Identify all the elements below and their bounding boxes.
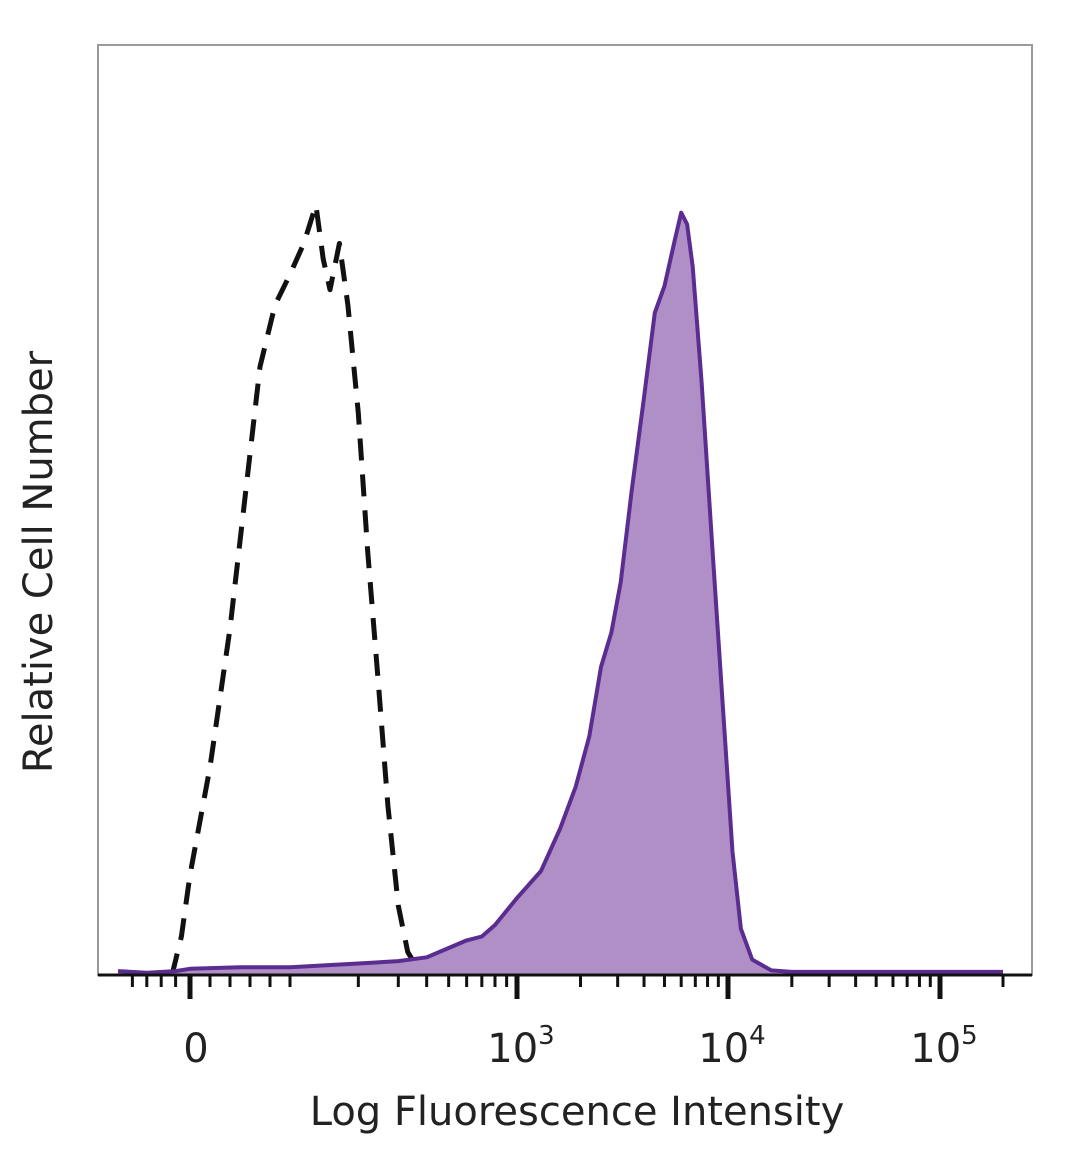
sample-histogram-line bbox=[117, 210, 1003, 975]
x-tick-label: 105 bbox=[910, 1021, 977, 1072]
x-tick-label: 104 bbox=[698, 1021, 765, 1072]
plot-layer bbox=[117, 202, 1003, 977]
control-histogram-line bbox=[169, 202, 424, 977]
x-tick-label: 103 bbox=[487, 1021, 554, 1072]
x-tick-label: 0 bbox=[183, 1026, 208, 1072]
x-axis-ticks bbox=[98, 973, 1032, 999]
sample-histogram-fill bbox=[118, 212, 1003, 975]
x-axis-title: Log Fluorescence Intensity bbox=[310, 1089, 845, 1135]
x-axis-tick-labels: 0 103 104 105 bbox=[183, 1021, 977, 1072]
y-axis-title: Relative Cell Number bbox=[16, 350, 62, 773]
